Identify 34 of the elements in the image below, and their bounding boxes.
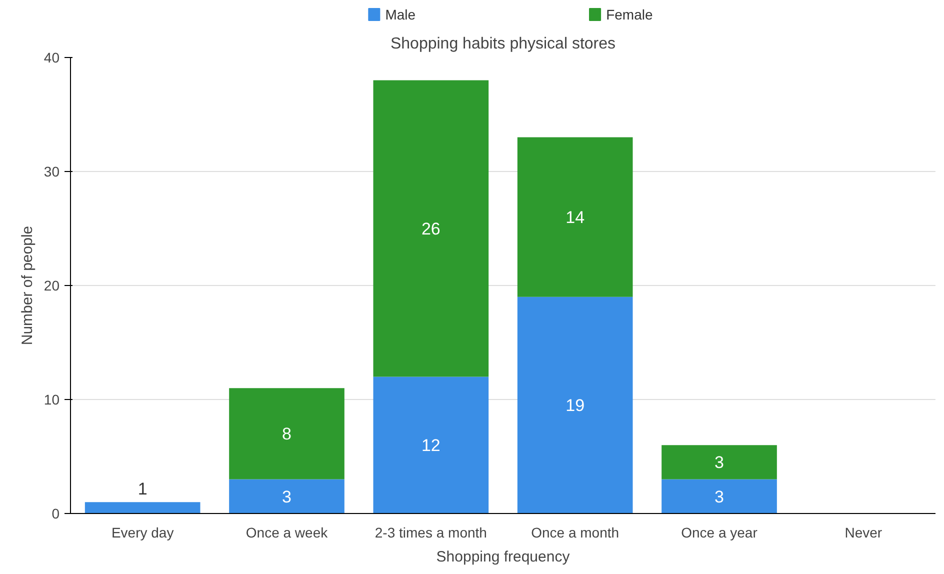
bar — [517, 296, 633, 514]
data-label: 3 — [714, 453, 724, 472]
x-tick-label: Never — [844, 524, 882, 540]
x-tick-label: Once a month — [531, 524, 620, 540]
bar — [84, 502, 200, 514]
y-tick-label: 10 — [44, 392, 60, 408]
data-label: 12 — [421, 436, 440, 456]
bar — [662, 445, 777, 480]
x-tick-label: 2-3 times a month — [374, 524, 487, 540]
x-tick-label: Once a week — [246, 524, 329, 540]
bar — [662, 479, 777, 514]
bar — [229, 479, 344, 514]
y-tick-label: 0 — [52, 506, 60, 522]
bar — [373, 80, 489, 377]
data-label: 3 — [714, 487, 724, 506]
y-tick-label: 20 — [44, 278, 60, 294]
x-axis-title: Shopping frequency — [436, 548, 570, 566]
y-tick-label: 30 — [44, 164, 60, 180]
chart-title: Shopping habits physical stores — [390, 36, 616, 52]
data-label: 14 — [566, 208, 585, 228]
x-tick-label: Every day — [111, 524, 174, 540]
data-label: 26 — [421, 220, 440, 238]
data-label: 8 — [282, 424, 292, 444]
legend-label: Male — [385, 6, 416, 22]
bar — [517, 137, 633, 297]
data-label: 1 — [138, 479, 148, 498]
y-tick-label: 40 — [44, 50, 60, 66]
y-axis-title: Number of people — [18, 226, 36, 346]
legend-label: Female — [606, 6, 653, 22]
x-tick-label: Once a year — [681, 524, 758, 540]
data-label: 3 — [282, 487, 292, 506]
bar — [373, 376, 489, 514]
bar — [229, 388, 344, 480]
data-label: 19 — [566, 396, 585, 416]
